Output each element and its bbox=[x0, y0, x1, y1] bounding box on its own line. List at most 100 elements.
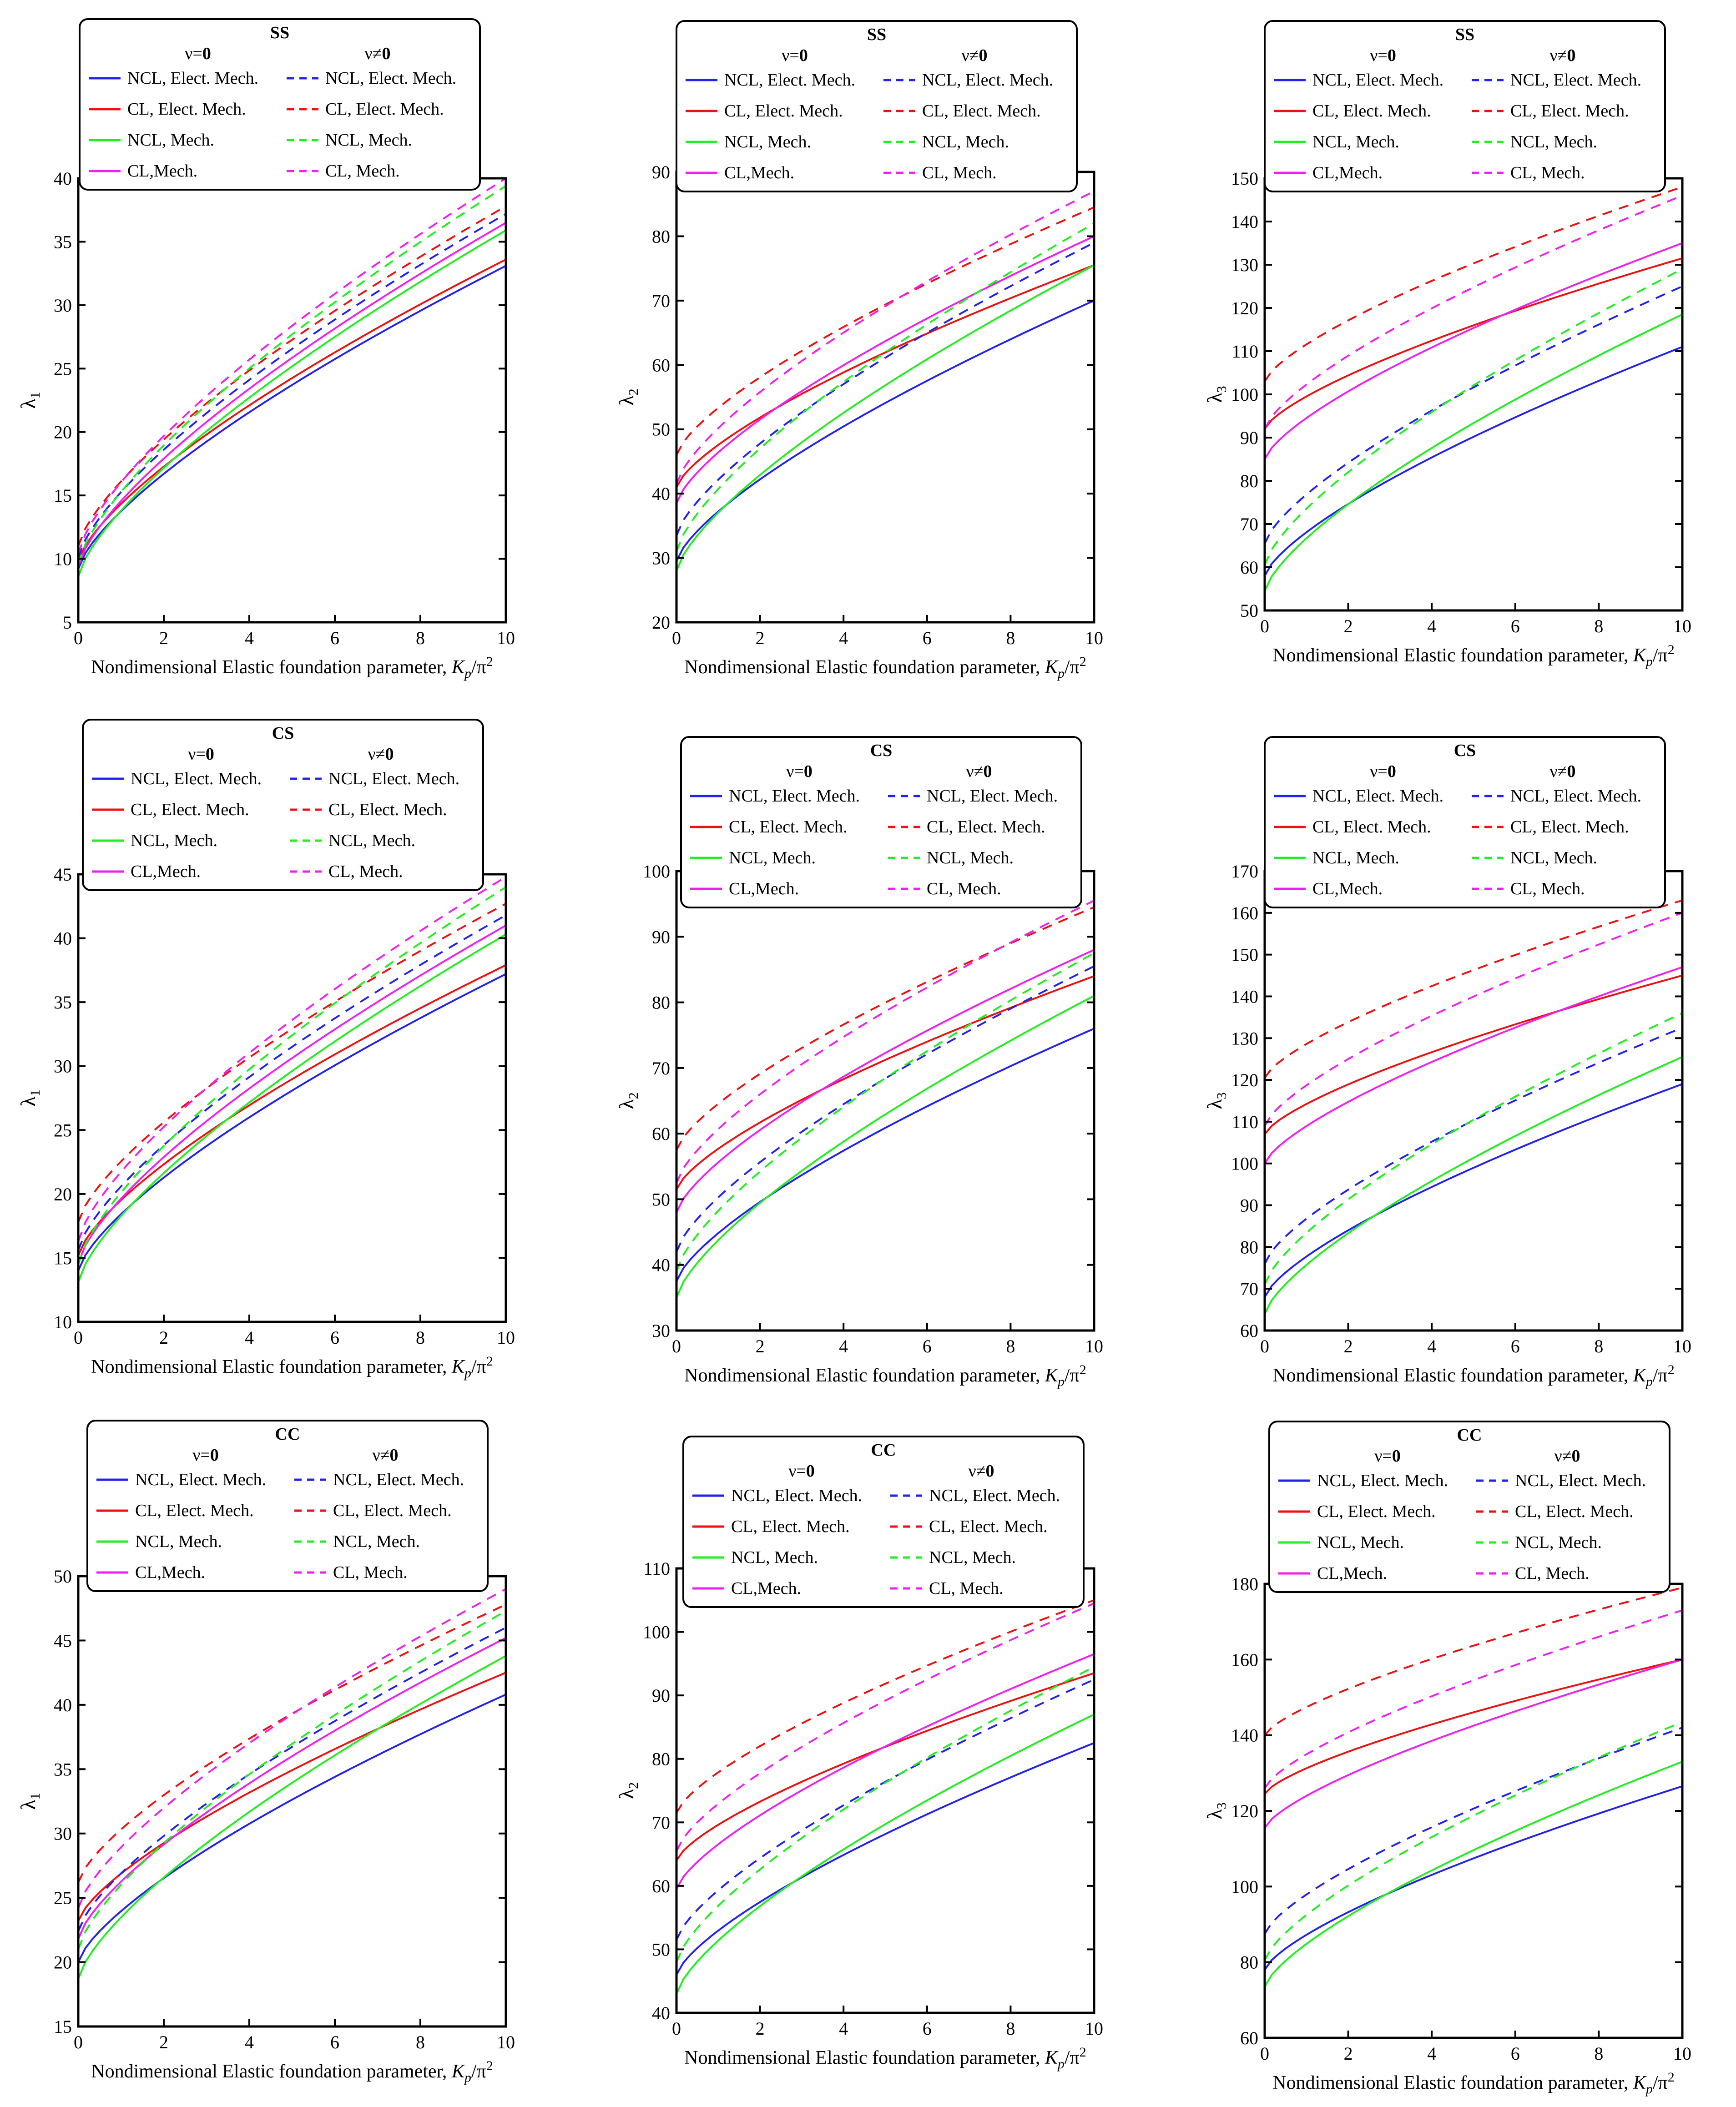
y-tick-label: 20 bbox=[54, 1184, 72, 1205]
series-line-6-dashed bbox=[77, 1610, 506, 1950]
legend-entry: NCL, Mech. bbox=[328, 831, 415, 850]
legend-entry: NCL, Elect. Mech. bbox=[1312, 786, 1443, 806]
series-line-1-solid bbox=[77, 258, 506, 562]
legend-entry: CL, Mech. bbox=[1510, 879, 1585, 898]
x-tick-label: 0 bbox=[74, 1327, 83, 1348]
x-tick-label: 8 bbox=[416, 628, 425, 648]
y-tick-label: 30 bbox=[652, 548, 670, 569]
y-tick-label: 40 bbox=[54, 168, 72, 189]
y-tick-label: 40 bbox=[652, 484, 670, 504]
y-tick-label: 150 bbox=[1231, 945, 1258, 965]
legend-entry: CL, Elect. Mech. bbox=[325, 100, 444, 119]
legend-entry: NCL, Mech. bbox=[729, 848, 816, 867]
y-tick-label: 25 bbox=[54, 1120, 72, 1140]
y-tick-label: 140 bbox=[1231, 986, 1258, 1007]
series-line-2-solid bbox=[77, 229, 507, 577]
legend-col2-head: ν≠0 bbox=[368, 745, 394, 764]
y-tick-label: 100 bbox=[643, 861, 670, 882]
legend-title: SS bbox=[867, 25, 886, 44]
series-line-3-solid bbox=[676, 235, 1095, 504]
legend-col2-head: ν≠0 bbox=[1554, 1447, 1580, 1466]
legend-entry: NCL, Elect. Mech. bbox=[1317, 1471, 1448, 1490]
series-line-0-solid bbox=[676, 300, 1095, 562]
legend-title: CS bbox=[1454, 741, 1476, 760]
legend-entry: CL,Mech. bbox=[731, 1579, 801, 1598]
legend: CS ν=0 ν≠0 NCL, Elect. Mech. NCL, Elect. Mec… bbox=[82, 719, 484, 891]
chart-panel-cc-1: 0 2 4 6 8 10 15 20 25 30 35 40 45 50 λ1 Nondimensional … bbox=[16, 1420, 515, 2085]
x-tick-label: 6 bbox=[1511, 616, 1520, 636]
legend-entry: CL, Elect. Mech. bbox=[724, 101, 843, 121]
legend-entry: NCL, Mech. bbox=[131, 831, 217, 850]
y-tick-label: 130 bbox=[1231, 255, 1258, 275]
legend-entry: CL,Mech. bbox=[729, 879, 799, 898]
x-tick-label: 4 bbox=[839, 1336, 848, 1356]
x-tick-label: 2 bbox=[159, 628, 168, 648]
legend-entry: NCL, Mech. bbox=[1312, 848, 1399, 867]
chart-panel-ss-3: 0 2 4 6 8 10 50 60 70 80 90 100 110 120 130 140 150 λ3 Non… bbox=[1203, 20, 1691, 669]
legend-entry: NCL, Mech. bbox=[325, 131, 412, 150]
legend-title: SS bbox=[1455, 25, 1474, 44]
series-line-7-dashed bbox=[77, 177, 507, 554]
legend-entry: NCL, Mech. bbox=[127, 131, 214, 150]
x-axis-label: Nondimensional Elastic foundation parame… bbox=[1272, 642, 1674, 669]
x-tick-label: 4 bbox=[1427, 2043, 1436, 2064]
series-line-4-dashed bbox=[1264, 1027, 1683, 1265]
y-tick-label: 180 bbox=[1231, 1574, 1258, 1594]
y-tick-label: 60 bbox=[1240, 2028, 1258, 2048]
legend-entry: NCL, Elect. Mech. bbox=[1515, 1471, 1646, 1490]
series-line-0-solid bbox=[77, 265, 506, 570]
chart-panel-cs-1: 0 2 4 6 8 10 10 15 20 25 30 35 40 45 λ1 Nondimensional … bbox=[16, 719, 515, 1381]
series-line-5-dashed bbox=[77, 902, 506, 1223]
x-tick-label: 4 bbox=[1427, 1336, 1436, 1356]
x-tick-label: 0 bbox=[74, 2032, 83, 2052]
x-axis-label: Nondimensional Elastic foundation parame… bbox=[684, 1362, 1086, 1389]
legend-entry: CL, Elect. Mech. bbox=[927, 817, 1045, 837]
legend-entry: NCL, Mech. bbox=[922, 132, 1009, 151]
legend-entry: CL, Mech. bbox=[929, 1579, 1004, 1598]
chart-panel-cs-3: 0 2 4 6 8 10 60 70 80 90 100 110 120 130 140 150 160 170 λ… bbox=[1203, 736, 1691, 1389]
legend-entry: CL, Elect. Mech. bbox=[1510, 101, 1629, 121]
y-tick-label: 10 bbox=[54, 549, 72, 570]
legend: SS ν=0 ν≠0 NCL, Elect. Mech. NCL, Elect. Mec… bbox=[1264, 20, 1666, 192]
legend-entry: CL, Elect. Mech. bbox=[1510, 817, 1629, 837]
x-tick-label: 8 bbox=[1594, 2043, 1603, 2064]
y-tick-label: 45 bbox=[54, 1630, 72, 1651]
y-tick-label: 5 bbox=[63, 612, 72, 633]
legend-entry: NCL, Mech. bbox=[1510, 848, 1597, 867]
y-tick-label: 30 bbox=[54, 295, 72, 316]
legend-col1-head: ν=0 bbox=[1374, 1447, 1401, 1466]
x-tick-label: 10 bbox=[1673, 2043, 1691, 2064]
x-tick-label: 2 bbox=[159, 2032, 168, 2052]
series-line-7-dashed bbox=[676, 1602, 1095, 1852]
legend-entry: NCL, Elect. Mech. bbox=[724, 71, 855, 90]
y-tick-label: 80 bbox=[1240, 1952, 1258, 1973]
y-tick-label: 30 bbox=[652, 1321, 670, 1341]
legend-entry: CL, Elect. Mech. bbox=[1317, 1502, 1436, 1521]
legend-col1-head: ν=0 bbox=[192, 1446, 219, 1465]
x-tick-label: 10 bbox=[497, 2032, 515, 2052]
y-tick-label: 20 bbox=[652, 612, 670, 633]
series-line-1-solid bbox=[77, 964, 506, 1256]
y-tick-label: 130 bbox=[1231, 1028, 1258, 1048]
legend-entry: CL, Elect. Mech. bbox=[131, 800, 249, 819]
legend-entry: NCL, Elect. Mech. bbox=[333, 1470, 464, 1489]
y-tick-label: 80 bbox=[652, 226, 670, 247]
series-line-4-dashed bbox=[676, 242, 1095, 536]
series-line-0-solid bbox=[676, 1028, 1095, 1282]
x-tick-label: 2 bbox=[1344, 1336, 1353, 1356]
legend-col2-head: ν≠0 bbox=[968, 1462, 994, 1481]
y-tick-label: 45 bbox=[54, 864, 72, 885]
y-tick-label: 90 bbox=[652, 927, 670, 947]
x-tick-label: 10 bbox=[1085, 1336, 1103, 1356]
series-line-4-dashed bbox=[1264, 1727, 1683, 1935]
series-line-0-solid bbox=[1264, 1083, 1683, 1298]
series-line-6-dashed bbox=[676, 952, 1095, 1272]
y-axis-label: λ3 bbox=[1203, 1802, 1229, 1819]
x-axis-label: Nondimensional Elastic foundation parame… bbox=[684, 2045, 1086, 2072]
y-axis-label: λ1 bbox=[16, 392, 43, 408]
series-line-5-dashed bbox=[1264, 186, 1683, 382]
series-line-3-solid bbox=[1264, 966, 1683, 1164]
series-line-6-dashed bbox=[1264, 1012, 1683, 1285]
legend-entry: NCL, Mech. bbox=[1510, 132, 1597, 151]
y-tick-label: 120 bbox=[1231, 1801, 1258, 1821]
